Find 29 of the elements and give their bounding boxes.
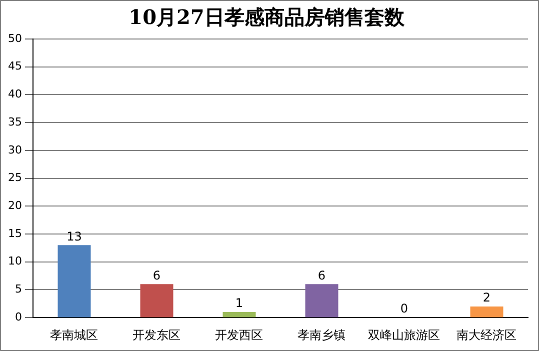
- x-tick-label: 开发东区: [132, 328, 181, 342]
- bar: [470, 306, 504, 318]
- y-tick-label: 25: [8, 171, 22, 184]
- bar: [140, 284, 174, 318]
- data-label: 2: [482, 290, 491, 305]
- y-tick-label: 10: [8, 254, 22, 268]
- bar: [58, 245, 91, 318]
- data-label: 13: [66, 229, 82, 244]
- y-tick-label: 50: [8, 32, 22, 45]
- y-tick-label: 40: [8, 88, 22, 101]
- x-tick-label: 开发西区: [215, 328, 264, 342]
- x-tick-label: 孝南乡镇: [298, 328, 346, 342]
- y-tick-label: 20: [8, 199, 22, 212]
- x-tick-label: 孝南城区: [50, 328, 98, 342]
- bar: [305, 284, 338, 318]
- data-label: 6: [152, 268, 161, 282]
- data-label: 1: [235, 296, 244, 310]
- y-tick-label: 30: [8, 143, 22, 156]
- x-tick-label: 南大经济区: [456, 328, 517, 342]
- bar: [222, 312, 256, 318]
- data-label: 0: [400, 302, 408, 316]
- chart-title: 10月27日孝感商品房销售套数: [128, 5, 406, 30]
- y-tick-label: 5: [14, 282, 22, 296]
- y-tick-label: 0: [14, 310, 22, 324]
- y-tick-label: 35: [8, 115, 22, 128]
- y-tick-label: 15: [8, 226, 22, 240]
- data-label: 6: [318, 268, 326, 282]
- x-tick-label: 双峰山旅游区: [368, 328, 440, 342]
- y-tick-label: 45: [8, 60, 22, 73]
